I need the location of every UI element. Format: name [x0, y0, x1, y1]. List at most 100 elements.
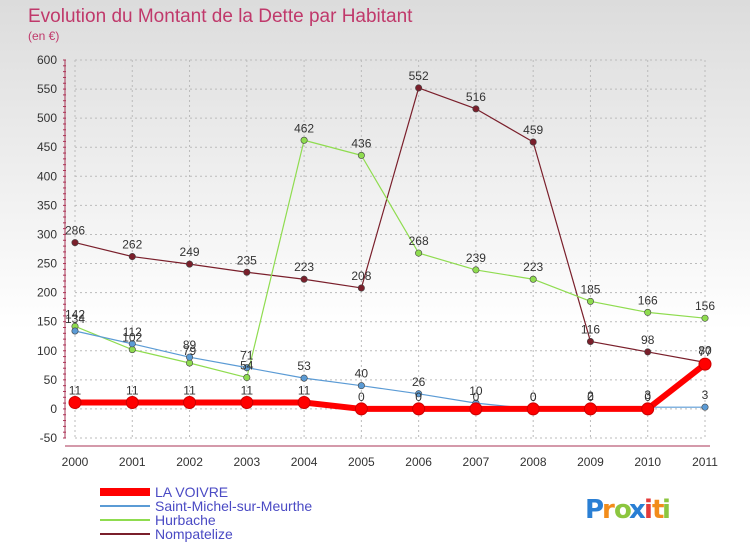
- legend-label: Hurbache: [155, 512, 216, 528]
- data-label: 79: [183, 344, 197, 358]
- data-label: 0: [415, 390, 422, 404]
- data-label: 116: [581, 322, 600, 336]
- data-point: [186, 353, 194, 361]
- legend-label: Saint-Michel-sur-Meurthe: [155, 498, 312, 514]
- x-tick-label: 2000: [62, 455, 89, 469]
- logo-letter: P: [585, 495, 604, 525]
- data-point: [415, 390, 423, 398]
- y-tick-label: 600: [37, 53, 57, 67]
- data-point: [243, 268, 251, 276]
- data-label: 89: [183, 338, 197, 352]
- logo-letter: i: [662, 495, 671, 525]
- series-line: [74, 139, 706, 379]
- data-label: 0: [530, 390, 537, 404]
- data-label: 156: [695, 299, 715, 313]
- data-label: 262: [122, 238, 142, 252]
- data-point: [644, 348, 652, 356]
- data-label: 80: [698, 343, 712, 357]
- logo-letter: r: [602, 495, 615, 525]
- data-point: [240, 396, 254, 410]
- data-point: [186, 260, 194, 268]
- data-point: [71, 239, 79, 247]
- y-tick-label: -50: [40, 431, 58, 445]
- x-tick-label: 2008: [520, 455, 547, 469]
- series-layer: [68, 84, 712, 416]
- data-label: 10: [469, 384, 483, 398]
- data-point: [357, 284, 365, 292]
- y-tick-label: 0: [50, 402, 57, 416]
- data-label: 40: [355, 367, 369, 381]
- y-tick-label: 450: [37, 140, 57, 154]
- y-tick-label: 200: [37, 286, 57, 300]
- data-label: 462: [294, 121, 314, 135]
- x-tick-label: 2010: [634, 455, 661, 469]
- grid: [74, 59, 706, 439]
- data-point: [641, 402, 655, 416]
- data-point: [68, 396, 82, 410]
- data-point: [583, 402, 597, 416]
- logo-letter: t: [652, 495, 664, 525]
- axes: -500501001502002503003504004505005506002…: [37, 53, 718, 469]
- logo-letter: x: [629, 495, 646, 525]
- data-point: [125, 396, 139, 410]
- y-tick-label: 500: [37, 111, 57, 125]
- data-point: [300, 275, 308, 283]
- data-label: 0: [587, 390, 594, 404]
- data-point: [300, 136, 308, 144]
- data-label: 0: [644, 390, 651, 404]
- x-tick-label: 2009: [577, 455, 604, 469]
- chart-title: Evolution du Montant de la Dette par Hab…: [28, 6, 413, 27]
- data-point: [412, 402, 426, 416]
- series-line: [75, 361, 707, 412]
- data-point: [586, 297, 594, 305]
- data-point: [128, 340, 136, 348]
- data-label: 2: [587, 389, 594, 403]
- data-point: [297, 396, 311, 410]
- series-line: [74, 330, 705, 410]
- data-point: [586, 337, 594, 345]
- data-label: 54: [240, 359, 254, 373]
- x-tick-label: 2004: [291, 455, 318, 469]
- data-label: 208: [351, 269, 371, 283]
- data-label: 185: [580, 282, 600, 296]
- data-label: 26: [412, 375, 426, 389]
- data-point: [644, 308, 652, 316]
- data-point: [469, 402, 483, 416]
- logo-letter: i: [644, 495, 653, 525]
- x-tick-label: 2006: [405, 455, 432, 469]
- legend-label: LA VOIVRE: [155, 484, 228, 500]
- data-label: 249: [180, 245, 200, 259]
- data-point: [128, 346, 136, 354]
- data-label: 11: [126, 384, 139, 398]
- data-point: [354, 402, 368, 416]
- data-point: [243, 374, 251, 382]
- data-label: 3: [702, 388, 709, 402]
- data-point: [243, 364, 251, 372]
- y-tick-label: 150: [37, 315, 57, 329]
- data-point: [357, 151, 365, 159]
- data-point: [529, 138, 537, 146]
- y-tick-label: 50: [44, 373, 58, 387]
- data-label: 11: [298, 384, 311, 398]
- x-tick-label: 2003: [233, 455, 260, 469]
- data-point: [186, 359, 194, 367]
- data-label: 552: [409, 69, 429, 83]
- data-point: [472, 105, 480, 113]
- data-label: 0: [530, 390, 537, 404]
- data-point: [183, 396, 197, 410]
- chart-subtitle: (en €): [28, 29, 59, 43]
- data-label: 98: [641, 333, 655, 347]
- data-point: [415, 84, 423, 92]
- data-label: 166: [638, 293, 658, 307]
- x-tick-label: 2007: [463, 455, 490, 469]
- data-point: [701, 403, 709, 411]
- data-label: 134: [65, 312, 85, 326]
- data-label: 102: [122, 331, 142, 345]
- data-label: 459: [523, 123, 543, 137]
- x-tick-label: 2005: [348, 455, 375, 469]
- data-label: 77: [698, 345, 712, 359]
- legend-label: Nompatelize: [155, 526, 233, 542]
- data-label: 11: [69, 384, 82, 398]
- data-label: 268: [409, 234, 429, 248]
